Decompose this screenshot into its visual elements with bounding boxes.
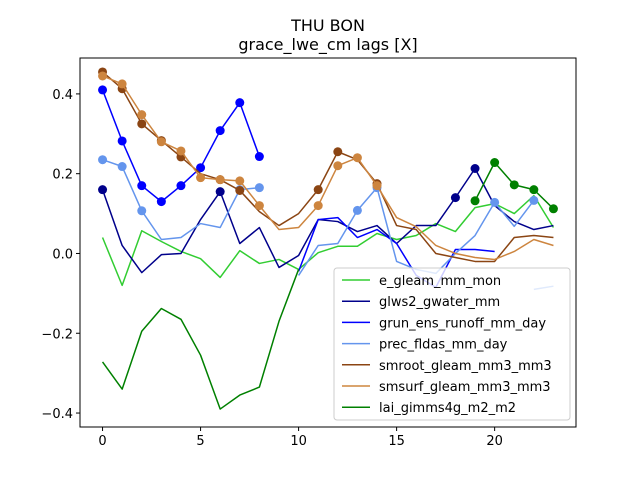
x-tick-label: 20 bbox=[486, 434, 503, 449]
series-glws2_gwater_mm bbox=[98, 164, 554, 274]
series-line bbox=[102, 71, 554, 263]
series-line bbox=[101, 269, 300, 410]
x-tick-label: 15 bbox=[388, 434, 405, 449]
x-tick-label: 10 bbox=[290, 434, 307, 449]
data-point bbox=[529, 195, 539, 205]
data-point bbox=[254, 201, 264, 211]
legend-entry: lai_gimms4g_m2_m2 bbox=[379, 401, 516, 416]
axes-frame bbox=[79, 57, 577, 428]
data-point bbox=[215, 187, 225, 197]
data-point bbox=[137, 119, 147, 129]
plot-area: 0 5 10 15 20 −0.4 −0.2 0.0 0.2 0.4 bbox=[41, 57, 577, 449]
series-line bbox=[297, 216, 495, 289]
legend-entry: e_gleam_mm_mon bbox=[379, 274, 501, 289]
data-point bbox=[98, 71, 108, 81]
x-tick-label: 0 bbox=[98, 434, 106, 449]
data-point bbox=[215, 126, 225, 136]
series-smroot_gleam_mm3_mm3 bbox=[98, 67, 554, 263]
data-point bbox=[117, 162, 127, 172]
data-point bbox=[313, 185, 323, 195]
data-point bbox=[470, 164, 480, 173]
legend-entry: smsurf_gleam_mm3_mm3 bbox=[379, 380, 551, 395]
data-point bbox=[509, 180, 519, 190]
data-point bbox=[156, 137, 166, 147]
data-point bbox=[333, 161, 343, 171]
series-line bbox=[102, 159, 260, 241]
chart-subtitle: grace_lwe_cm lags [X] bbox=[238, 35, 417, 55]
data-point bbox=[235, 98, 245, 108]
data-point bbox=[490, 197, 500, 207]
data-point bbox=[490, 158, 500, 168]
data-point bbox=[196, 163, 206, 173]
data-point bbox=[137, 110, 147, 120]
data-point bbox=[333, 147, 343, 157]
data-point bbox=[176, 181, 186, 191]
series-line bbox=[101, 167, 554, 274]
data-point bbox=[98, 155, 108, 165]
data-point bbox=[352, 205, 362, 215]
legend-entry: prec_fldas_mm_day bbox=[379, 338, 508, 353]
series-smsurf_gleam_mm3_mm3 bbox=[98, 71, 554, 261]
legend: e_gleam_mm_mon glws2_gwater_mm grun_ens_ru… bbox=[333, 267, 571, 421]
data-point bbox=[470, 196, 480, 206]
data-point bbox=[372, 181, 382, 191]
y-tick-label: −0.4 bbox=[41, 407, 73, 422]
data-point bbox=[196, 173, 206, 183]
x-tick-label: 5 bbox=[196, 434, 204, 449]
data-point bbox=[254, 152, 264, 162]
data-point bbox=[254, 183, 264, 193]
legend-entry: smroot_gleam_mm3_mm3 bbox=[379, 359, 552, 374]
data-point bbox=[450, 193, 460, 203]
chart-title: THU BON bbox=[290, 16, 365, 35]
series-line bbox=[101, 194, 555, 287]
legend-box bbox=[333, 267, 571, 421]
data-point bbox=[313, 201, 323, 211]
data-point bbox=[98, 85, 108, 95]
series-lai_gimms4g_m2_m2 bbox=[101, 158, 558, 410]
data-point bbox=[529, 185, 539, 195]
series-e_gleam_mm_mon bbox=[101, 194, 555, 287]
data-point bbox=[117, 79, 127, 89]
data-point bbox=[98, 185, 108, 195]
series-grun_ens_runoff_mm_day bbox=[98, 85, 495, 289]
data-point bbox=[137, 181, 147, 191]
data-point bbox=[176, 146, 186, 156]
y-tick-label: 0.2 bbox=[52, 168, 73, 183]
data-point bbox=[137, 206, 147, 216]
data-point bbox=[352, 153, 362, 163]
y-tick-label: 0.0 bbox=[52, 247, 73, 262]
y-tick-label: 0.4 bbox=[52, 88, 73, 103]
data-point bbox=[215, 175, 225, 185]
series-line bbox=[102, 75, 554, 261]
data-point bbox=[235, 176, 245, 186]
data-point bbox=[117, 136, 127, 146]
legend-entry: glws2_gwater_mm bbox=[379, 295, 500, 310]
data-point bbox=[235, 185, 245, 195]
data-point bbox=[156, 197, 166, 207]
data-point bbox=[548, 204, 558, 214]
y-tick-label: −0.2 bbox=[41, 327, 73, 342]
legend-entry: grun_ens_runoff_mm_day bbox=[379, 316, 546, 331]
